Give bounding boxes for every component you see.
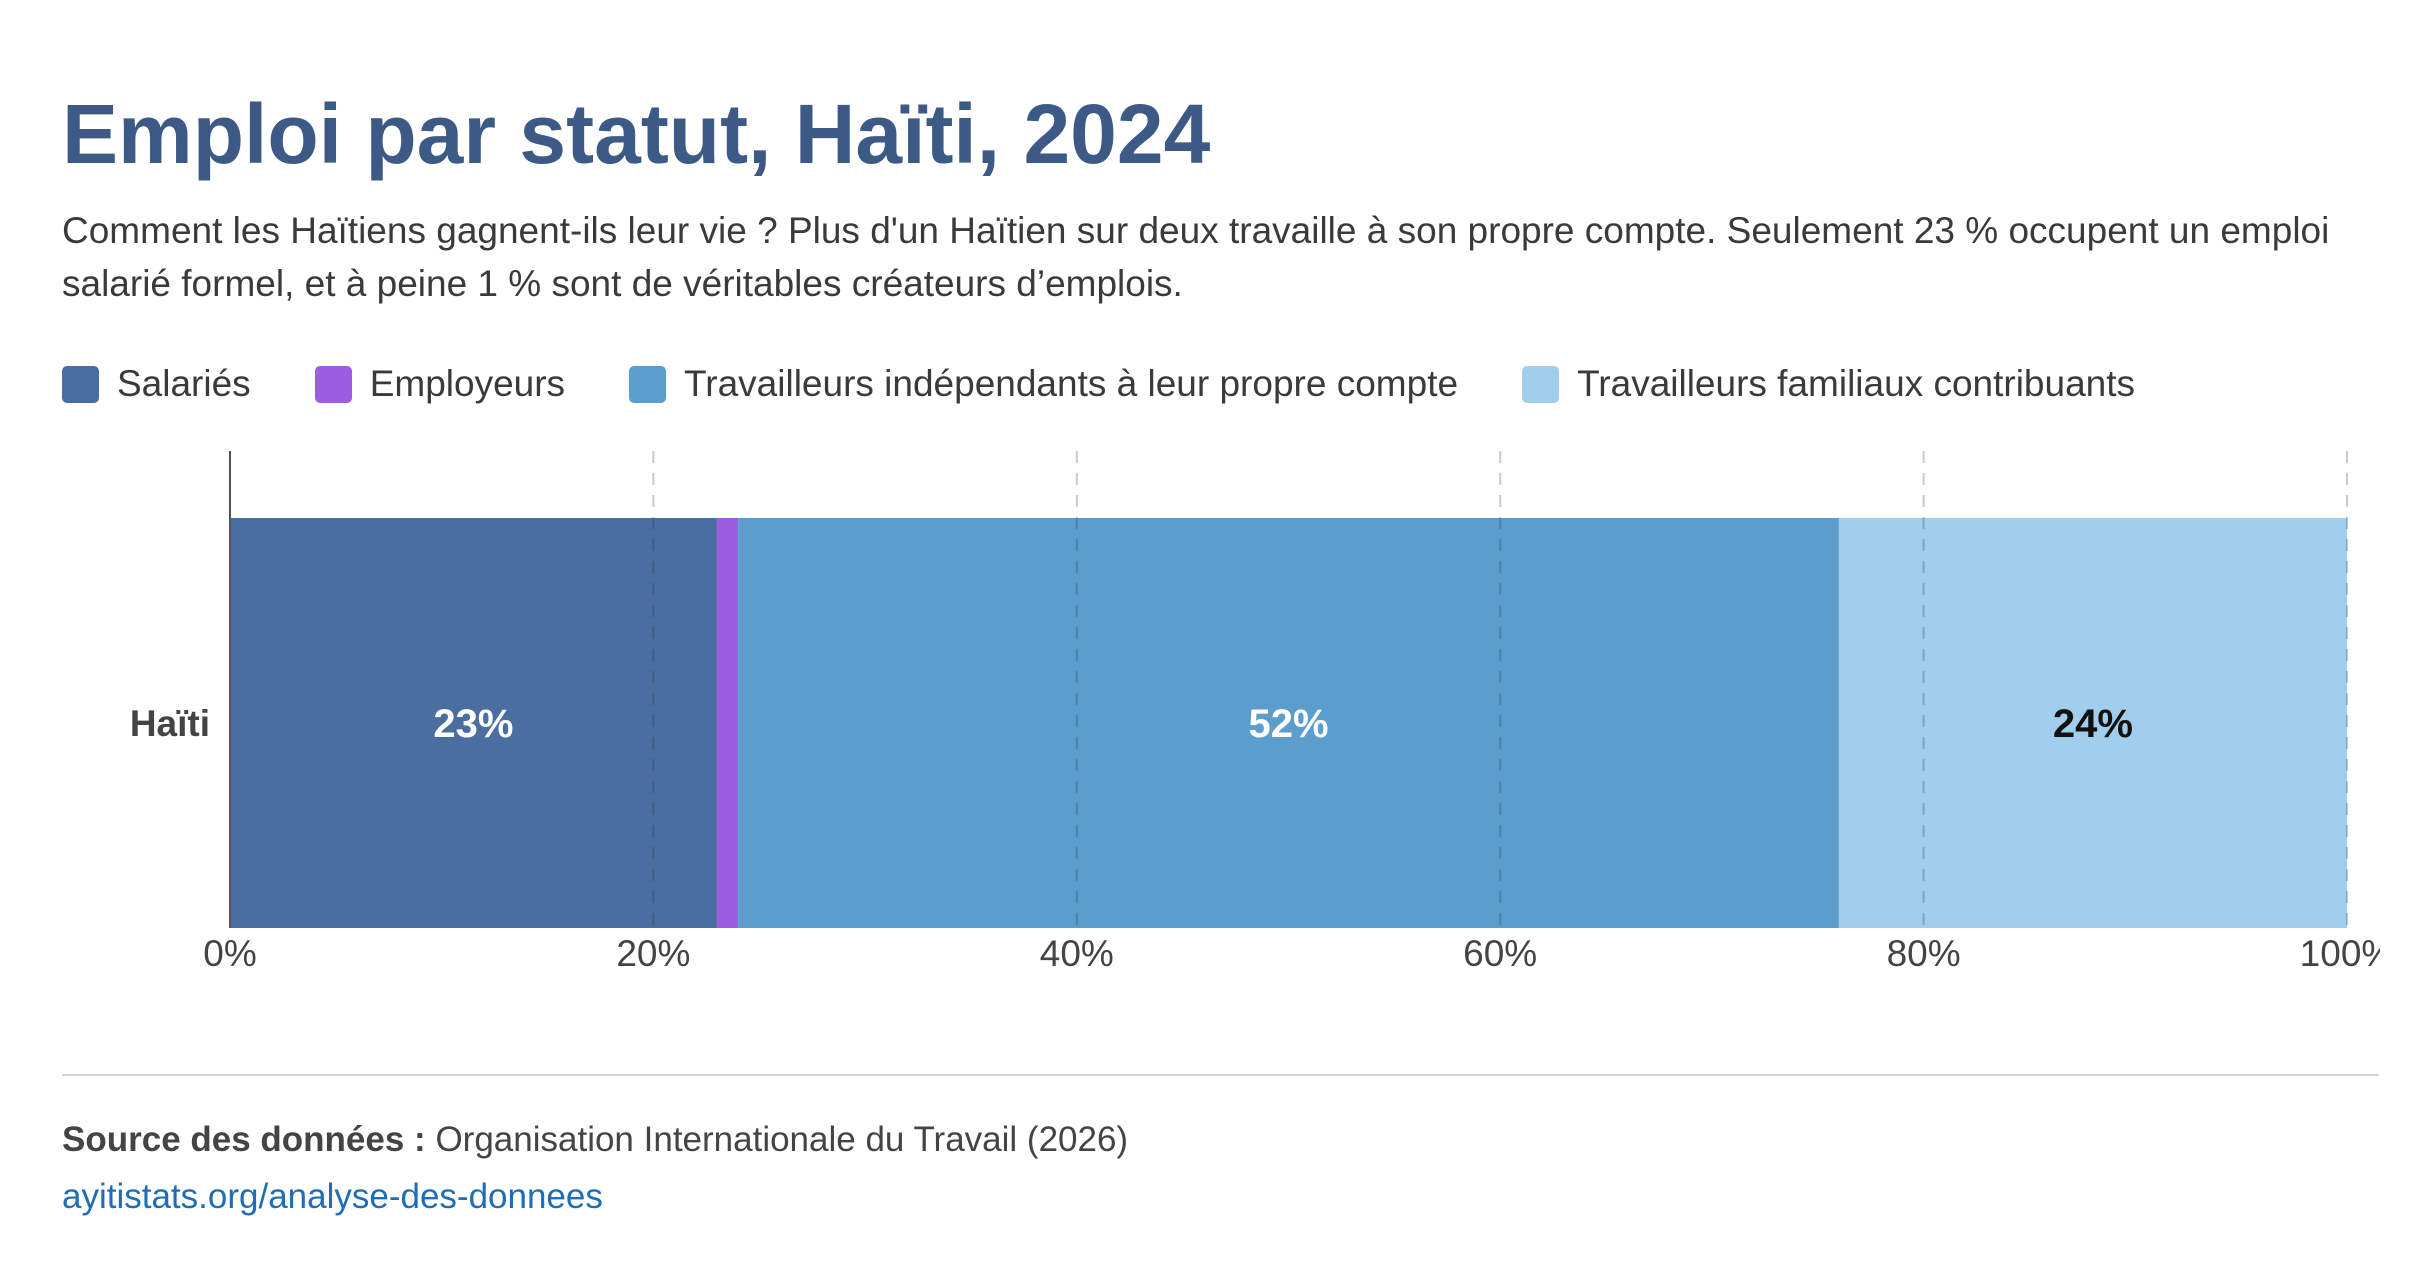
x-tick-label: 20% xyxy=(616,933,690,974)
footer-divider xyxy=(62,1074,2379,1076)
x-tick-label: 60% xyxy=(1463,933,1537,974)
bar-segment-employeurs xyxy=(716,518,739,928)
legend-swatch-employeurs xyxy=(314,365,352,403)
source-label: Source des données : xyxy=(62,1120,426,1159)
x-tick-label: 80% xyxy=(1887,933,1961,974)
category-label: Haïti xyxy=(130,703,210,744)
x-tick-label: 0% xyxy=(203,933,256,974)
legend: Salariés Employeurs Travailleurs indépen… xyxy=(62,364,2135,404)
data-label-travailleurs-independants-a-leur-propre-compte: 52% xyxy=(1248,702,1328,746)
source-text: Organisation Internationale du Travail (… xyxy=(435,1120,1129,1159)
legend-swatch-salaries xyxy=(62,365,99,403)
bar-segment-travailleurs-independants-a-leur-propre-compte xyxy=(738,518,1839,928)
legend-item-familiaux: Travailleurs familiaux contribuants xyxy=(1522,364,2135,404)
legend-item-salaries: Salariés xyxy=(62,364,251,404)
legend-label-employeurs: Employeurs xyxy=(369,363,566,404)
legend-label-salaries: Salariés xyxy=(117,363,251,404)
legend-swatch-familiaux xyxy=(1522,365,1560,403)
x-tick-label: 100% xyxy=(2300,933,2380,974)
stacked-bar-chart: 23% 52% 24% Haïti 0% 20% 40% 60% 80% 100% xyxy=(130,451,2380,974)
legend-label-familiaux: Travailleurs familiaux contribuants xyxy=(1577,363,2136,404)
legend-swatch-independants xyxy=(629,365,667,403)
legend-item-independants: Travailleurs indépendants à leur propre … xyxy=(629,364,1458,404)
data-label-salaries: 23% xyxy=(433,702,513,746)
bar-segment-travailleurs-familiaux-contribuants xyxy=(1838,518,2347,928)
bar-segment-salaries xyxy=(230,518,717,928)
chart-subtitle: Comment les Haïtiens gagnent-ils leur vi… xyxy=(62,210,2330,304)
source-line: Source des données : Organisation Intern… xyxy=(62,1117,1128,1163)
source-link[interactable]: ayitistats.org/analyse-des-donnees xyxy=(62,1177,603,1216)
data-label-travailleurs-familiaux-contribuants: 24% xyxy=(2053,702,2133,746)
chart-title: Emploi par statut, Haïti, 2024 xyxy=(62,87,1211,181)
x-tick-label: 40% xyxy=(1040,933,1114,974)
legend-label-independants: Travailleurs indépendants à leur propre … xyxy=(684,363,1459,404)
legend-item-employeurs: Employeurs xyxy=(314,363,566,404)
